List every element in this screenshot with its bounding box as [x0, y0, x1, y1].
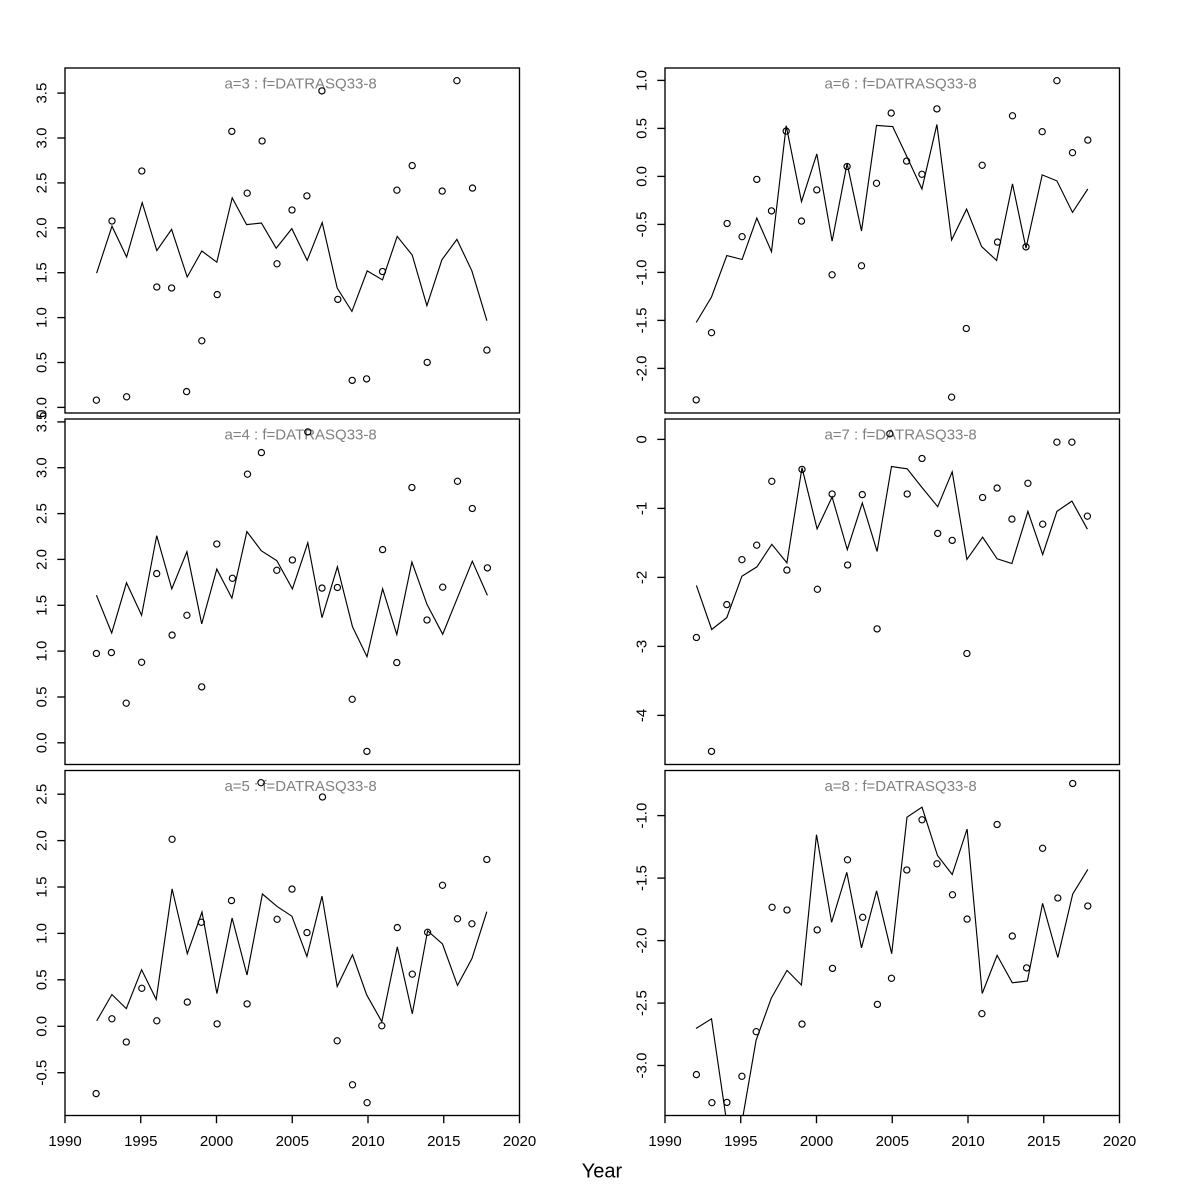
svg-text:1995: 1995 [124, 1133, 157, 1150]
svg-text:-2.5: -2.5 [634, 990, 651, 1016]
svg-text:2.0: 2.0 [34, 217, 51, 238]
svg-text:1.5: 1.5 [34, 595, 51, 616]
svg-text:-1: -1 [634, 502, 651, 515]
svg-text:1.0: 1.0 [634, 70, 651, 91]
svg-text:2.0: 2.0 [34, 549, 51, 570]
svg-text:a=6 : f=DATRASQ33-8: a=6 : f=DATRASQ33-8 [824, 76, 976, 93]
svg-text:-1.0: -1.0 [634, 803, 651, 829]
svg-text:-4: -4 [634, 709, 651, 722]
svg-text:1990: 1990 [48, 1133, 81, 1150]
svg-text:2.5: 2.5 [34, 503, 51, 524]
svg-text:2020: 2020 [503, 1133, 536, 1150]
svg-text:0.5: 0.5 [34, 352, 51, 373]
svg-text:-1.5: -1.5 [634, 865, 651, 891]
svg-text:2000: 2000 [200, 1133, 233, 1150]
svg-text:0: 0 [634, 435, 651, 443]
svg-text:2010: 2010 [951, 1133, 984, 1150]
svg-text:1.0: 1.0 [34, 307, 51, 328]
svg-text:-0.5: -0.5 [34, 1060, 51, 1086]
svg-text:0.0: 0.0 [634, 166, 651, 187]
svg-text:a=8 : f=DATRASQ33-8: a=8 : f=DATRASQ33-8 [824, 778, 976, 795]
svg-text:-0.5: -0.5 [634, 211, 651, 237]
svg-text:2.5: 2.5 [34, 172, 51, 193]
svg-text:a=4 : f=DATRASQ33-8: a=4 : f=DATRASQ33-8 [224, 427, 376, 444]
svg-text:0.5: 0.5 [634, 118, 651, 139]
svg-text:2015: 2015 [427, 1133, 460, 1150]
svg-text:2005: 2005 [876, 1133, 909, 1150]
svg-text:0.0: 0.0 [34, 397, 51, 418]
svg-text:3.5: 3.5 [34, 411, 51, 432]
svg-text:2010: 2010 [351, 1133, 384, 1150]
svg-text:-1.5: -1.5 [634, 307, 651, 333]
svg-text:a=7 : f=DATRASQ33-8: a=7 : f=DATRASQ33-8 [824, 427, 976, 444]
svg-text:-2.0: -2.0 [634, 355, 651, 381]
svg-text:-2: -2 [634, 571, 651, 584]
svg-text:3.0: 3.0 [34, 457, 51, 478]
svg-text:0.5: 0.5 [34, 969, 51, 990]
svg-text:0.5: 0.5 [34, 687, 51, 708]
svg-text:1.0: 1.0 [34, 923, 51, 944]
svg-text:a=3 : f=DATRASQ33-8: a=3 : f=DATRASQ33-8 [224, 76, 376, 93]
svg-text:-3.0: -3.0 [634, 1053, 651, 1079]
svg-text:1.5: 1.5 [34, 877, 51, 898]
svg-text:2020: 2020 [1103, 1133, 1136, 1150]
svg-text:Year: Year [582, 1161, 623, 1183]
svg-text:2.0: 2.0 [34, 830, 51, 851]
svg-text:-2.0: -2.0 [634, 928, 651, 954]
svg-text:-3: -3 [634, 640, 651, 653]
svg-text:2005: 2005 [276, 1133, 309, 1150]
svg-text:3.0: 3.0 [34, 128, 51, 149]
svg-text:-1.0: -1.0 [634, 259, 651, 285]
svg-text:0.0: 0.0 [34, 732, 51, 753]
svg-text:1.0: 1.0 [34, 641, 51, 662]
svg-text:1990: 1990 [648, 1133, 681, 1150]
svg-text:1.5: 1.5 [34, 262, 51, 283]
svg-text:3.5: 3.5 [34, 83, 51, 104]
svg-text:0.0: 0.0 [34, 1016, 51, 1037]
svg-text:2.5: 2.5 [34, 784, 51, 805]
svg-text:2015: 2015 [1027, 1133, 1060, 1150]
svg-text:a=5 : f=DATRASQ33-8: a=5 : f=DATRASQ33-8 [224, 778, 376, 795]
svg-text:2000: 2000 [800, 1133, 833, 1150]
svg-text:1995: 1995 [724, 1133, 757, 1150]
